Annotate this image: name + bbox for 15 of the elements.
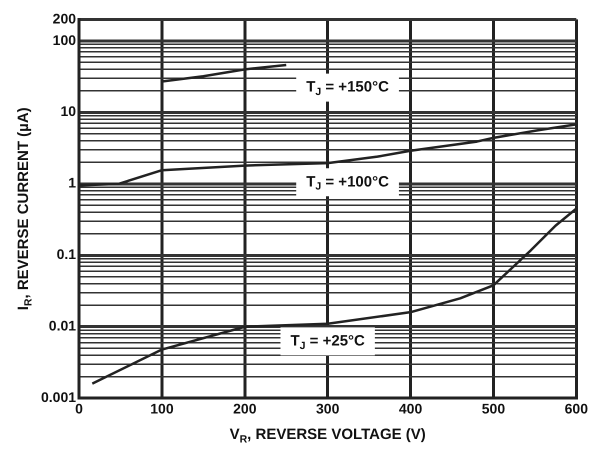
y-tick-label: 0.1 (56, 246, 76, 262)
x-tick-label: 300 (316, 400, 340, 416)
x-tick-label: 400 (398, 400, 422, 416)
y-axis-title: IR, REVERSE CURRENT (µA) (15, 107, 34, 310)
y-tick-label: 0.01 (48, 318, 76, 334)
x-tick-label: 200 (233, 400, 257, 416)
x-tick-label: 600 (564, 400, 588, 416)
x-tick-label: 100 (150, 400, 174, 416)
y-tick-label: 1 (68, 174, 76, 191)
x-tick-label: 500 (482, 400, 506, 416)
y-tick-label: 0.001 (40, 389, 76, 406)
y-tick-label: 200 (52, 10, 76, 26)
y-tick-label: 10 (60, 103, 76, 120)
y-tick-label: 100 (52, 32, 76, 48)
x-tick-label: 0 (75, 400, 84, 416)
